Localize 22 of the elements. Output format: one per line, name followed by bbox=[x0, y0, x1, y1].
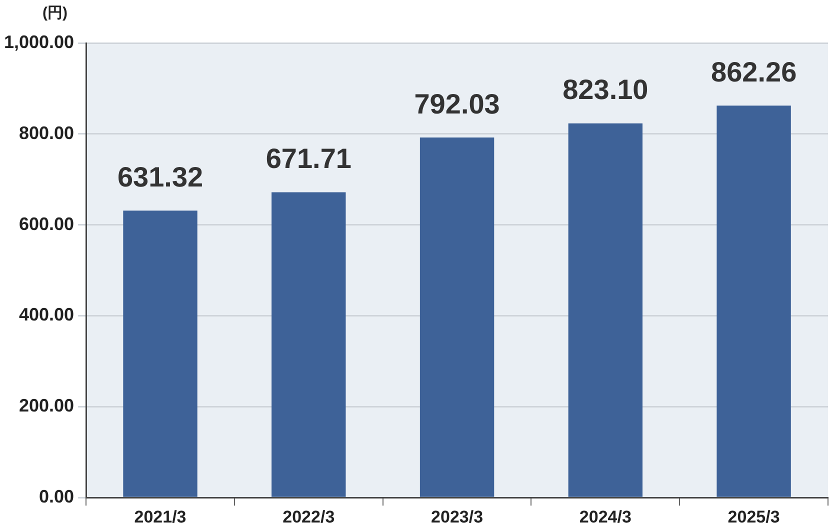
y-tick-label: 200.00 bbox=[19, 396, 74, 416]
y-tick-label: 400.00 bbox=[19, 304, 74, 325]
bar bbox=[123, 210, 198, 497]
y-tick-label: 0.00 bbox=[39, 486, 74, 507]
y-tick-label: 800.00 bbox=[19, 122, 74, 143]
data-label: 862.26 bbox=[710, 56, 797, 88]
data-label: 631.32 bbox=[117, 161, 204, 192]
x-tick-label: 2024/3 bbox=[579, 507, 632, 526]
data-label: 792.03 bbox=[414, 88, 500, 120]
y-axis-title: (円) bbox=[42, 4, 68, 22]
x-tick-label: 2023/3 bbox=[431, 507, 484, 526]
x-tick-label: 2022/3 bbox=[282, 507, 335, 526]
data-label: 671.71 bbox=[266, 142, 352, 174]
bar bbox=[568, 123, 643, 497]
y-tick-label: 600.00 bbox=[19, 214, 74, 234]
x-tick-label: 2025/3 bbox=[728, 507, 780, 526]
bar bbox=[420, 138, 494, 497]
data-label: 823.10 bbox=[562, 74, 648, 106]
bar bbox=[272, 192, 346, 497]
x-tick-label: 2021/3 bbox=[134, 507, 186, 526]
bar bbox=[716, 106, 791, 497]
y-tick-label: 1,000.00 bbox=[4, 32, 74, 52]
